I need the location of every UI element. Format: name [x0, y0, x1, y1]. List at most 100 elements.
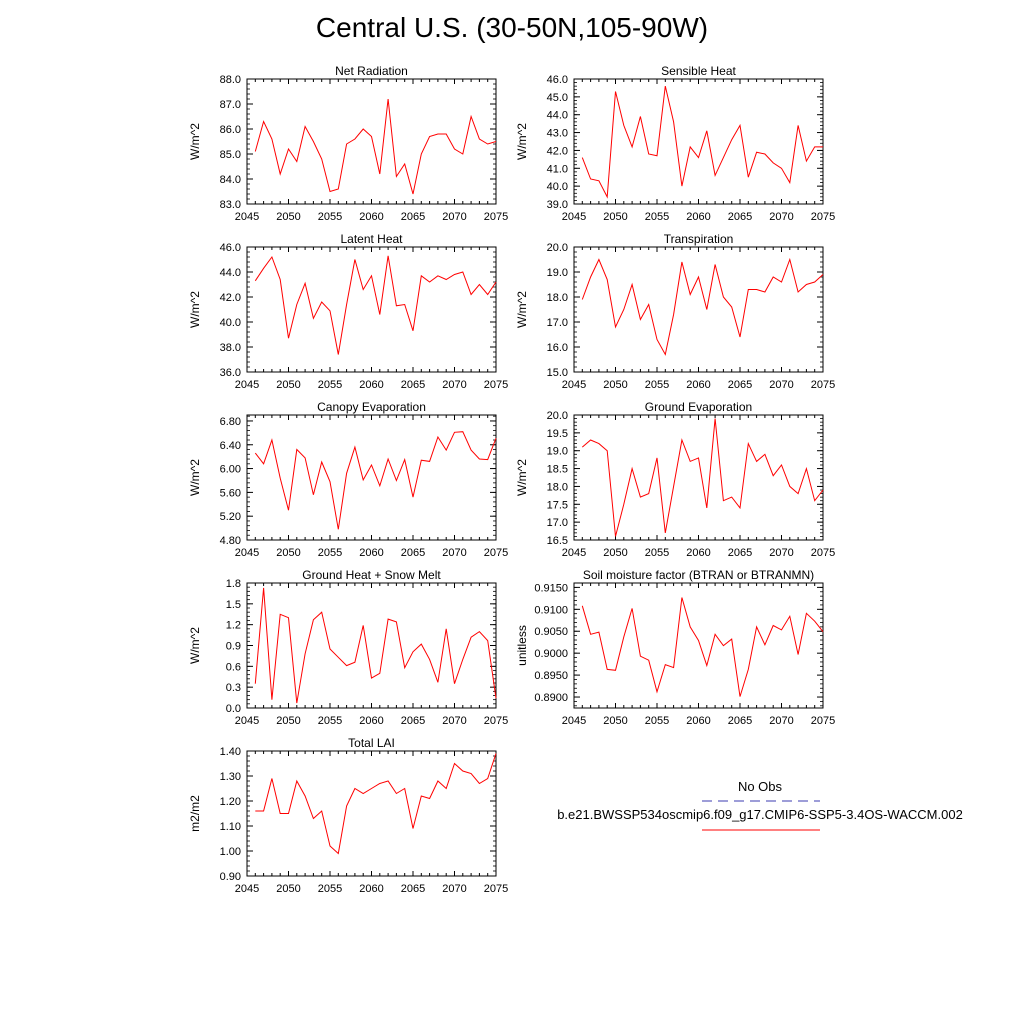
x-tick-label: 2060 [686, 379, 710, 391]
y-tick-label: 0.9000 [534, 648, 568, 660]
panel-title: Sensible Heat [661, 64, 736, 78]
x-tick-label: 2050 [276, 715, 300, 727]
y-tick-label: 18.5 [547, 464, 568, 476]
plot-frame [246, 582, 497, 709]
y-tick-label: 0.90 [220, 871, 241, 883]
plot-frame [246, 78, 497, 205]
y-tick-label: 84.0 [220, 174, 241, 186]
y-axis-label: W/m^2 [188, 123, 202, 160]
y-tick-label: 1.2 [226, 620, 241, 632]
y-tick-label: 1.8 [226, 578, 241, 590]
series-line-0 [581, 597, 824, 697]
series-line-0 [254, 255, 497, 355]
y-tick-label: 83.0 [220, 199, 241, 211]
x-tick-label: 2075 [484, 379, 508, 391]
y-tick-label: 0.8900 [534, 692, 568, 704]
panel-title: Transpiration [664, 232, 734, 246]
y-tick-label: 20.0 [547, 410, 568, 422]
x-tick-label: 2060 [686, 715, 710, 727]
y-tick-label: 15.0 [547, 367, 568, 379]
y-tick-label: 20.0 [547, 242, 568, 254]
y-tick-label: 46.0 [220, 242, 241, 254]
x-tick-label: 2050 [603, 379, 627, 391]
series-line-0 [255, 753, 497, 855]
x-tick-label: 2045 [562, 715, 586, 727]
y-tick-label: 0.9150 [534, 582, 568, 594]
panel-title: Canopy Evaporation [317, 400, 426, 414]
y-axis-label: unitless [515, 625, 529, 666]
legend-model-label: b.e21.BWSSP534oscmip6.f09_g17.CMIP6-SSP5… [557, 807, 963, 822]
y-tick-label: 38.0 [220, 342, 241, 354]
x-tick-label: 2050 [276, 379, 300, 391]
panel-2: Latent Heat W/m^2 2045 2050 2055 2060 2065 2070… [188, 232, 508, 391]
x-tick-label: 2050 [276, 883, 300, 895]
y-axis-label: W/m^2 [188, 627, 202, 664]
x-tick-label: 2070 [769, 379, 793, 391]
y-tick-label: 5.60 [220, 487, 241, 499]
x-tick-label: 2075 [811, 379, 835, 391]
series-line-0 [581, 85, 823, 199]
plot-frame [573, 246, 824, 373]
x-tick-label: 2050 [276, 211, 300, 223]
x-tick-label: 2045 [562, 211, 586, 223]
x-tick-label: 2075 [811, 715, 835, 727]
x-tick-label: 2045 [235, 211, 259, 223]
x-tick-label: 2075 [484, 211, 508, 223]
x-tick-label: 2050 [603, 547, 627, 559]
x-tick-label: 2050 [276, 547, 300, 559]
x-tick-label: 2060 [359, 211, 383, 223]
y-tick-label: 42.0 [220, 292, 241, 304]
y-tick-label: 36.0 [220, 367, 241, 379]
x-tick-label: 2065 [401, 883, 425, 895]
y-axis-label: W/m^2 [188, 459, 202, 496]
y-tick-label: 46.0 [547, 74, 568, 86]
panel-title: Net Radiation [335, 64, 408, 78]
x-tick-label: 2060 [686, 211, 710, 223]
y-tick-label: 1.40 [220, 746, 241, 758]
series-line-0 [254, 431, 497, 530]
x-tick-label: 2055 [645, 211, 669, 223]
x-tick-label: 2045 [562, 547, 586, 559]
panel-title: Soil moisture factor (BTRAN or BTRANMN) [583, 568, 814, 582]
y-tick-label: 19.0 [547, 446, 568, 458]
x-tick-label: 2070 [442, 883, 466, 895]
y-axis-label: W/m^2 [515, 123, 529, 160]
y-tick-label: 6.00 [220, 464, 241, 476]
x-tick-label: 2055 [645, 715, 669, 727]
y-tick-label: 16.0 [547, 342, 568, 354]
y-tick-label: 86.0 [220, 124, 241, 136]
x-tick-label: 2075 [811, 547, 835, 559]
y-tick-label: 0.3 [226, 682, 241, 694]
y-tick-label: 87.0 [220, 99, 241, 111]
y-tick-label: 1.20 [220, 796, 241, 808]
y-tick-label: 17.0 [547, 517, 568, 529]
legend-obs-label: No Obs [737, 779, 783, 794]
x-tick-label: 2065 [728, 379, 752, 391]
y-tick-label: 19.5 [547, 428, 568, 440]
x-tick-label: 2045 [562, 379, 586, 391]
y-tick-label: 16.5 [547, 535, 568, 547]
x-tick-label: 2045 [235, 547, 259, 559]
x-tick-label: 2055 [318, 379, 342, 391]
y-tick-label: 4.80 [220, 535, 241, 547]
x-tick-label: 2070 [442, 211, 466, 223]
y-tick-label: 1.00 [220, 846, 241, 858]
y-tick-label: 5.20 [220, 511, 241, 523]
panel-title: Total LAI [348, 736, 395, 750]
y-tick-label: 88.0 [220, 74, 241, 86]
plot-frame [573, 582, 824, 709]
x-tick-label: 2045 [235, 715, 259, 727]
plot-frame [246, 414, 497, 541]
y-tick-label: 44.0 [220, 267, 241, 279]
panel-title: Ground Evaporation [645, 400, 752, 414]
y-tick-label: 41.0 [547, 163, 568, 175]
x-tick-label: 2065 [728, 211, 752, 223]
y-tick-label: 85.0 [220, 149, 241, 161]
panel-4: Canopy Evaporation W/m^2 2045 2050 2055 2060 2… [188, 400, 508, 559]
y-tick-label: 44.0 [547, 110, 568, 122]
panel-3: Transpiration W/m^2 2045 2050 2055 2060 2065 20… [515, 232, 835, 391]
x-tick-label: 2065 [728, 715, 752, 727]
x-tick-label: 2070 [442, 379, 466, 391]
y-tick-label: 1.10 [220, 821, 241, 833]
x-tick-label: 2050 [603, 211, 627, 223]
